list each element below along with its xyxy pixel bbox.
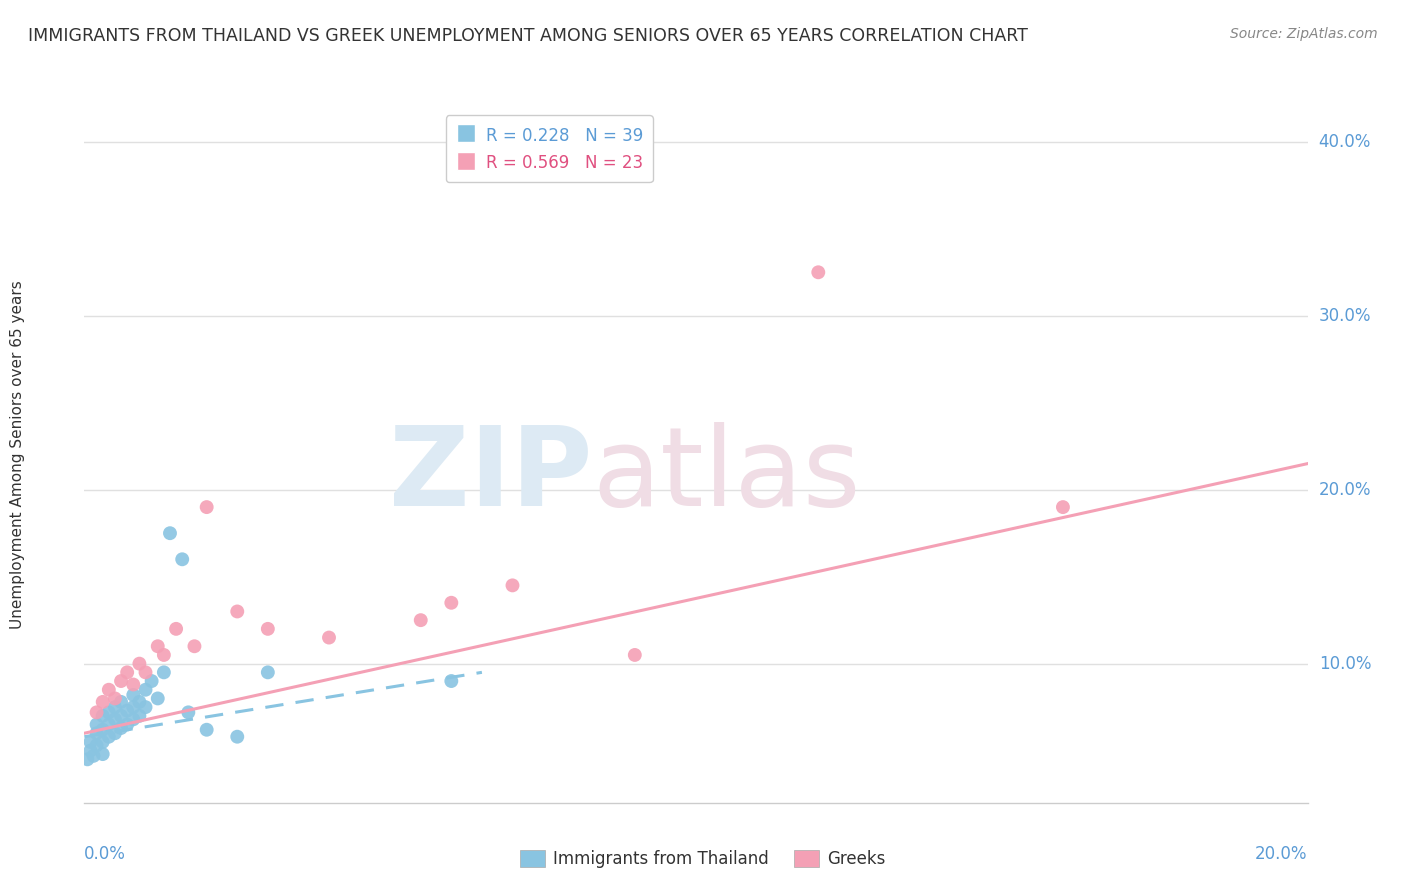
Point: [128, 708, 150, 723]
Point: [122, 712, 145, 726]
Point: [195, 723, 218, 737]
Point: [104, 712, 127, 726]
Point: [122, 688, 145, 702]
Point: [122, 700, 145, 714]
Point: [135, 700, 157, 714]
Point: [110, 721, 132, 735]
Text: 10.0%: 10.0%: [1319, 655, 1371, 673]
Text: IMMIGRANTS FROM THAILAND VS GREEK UNEMPLOYMENT AMONG SENIORS OVER 65 YEARS CORRE: IMMIGRANTS FROM THAILAND VS GREEK UNEMPL…: [28, 27, 1028, 45]
Point: [91, 747, 114, 761]
Point: [86, 706, 108, 720]
Text: 20.0%: 20.0%: [1256, 845, 1308, 863]
Point: [172, 552, 194, 566]
Point: [97, 730, 120, 744]
Point: [183, 639, 205, 653]
Point: [502, 578, 524, 592]
Text: ZIP: ZIP: [388, 422, 592, 529]
Point: [104, 726, 127, 740]
Point: [257, 622, 280, 636]
Point: [226, 605, 249, 619]
Point: [91, 708, 114, 723]
Point: [115, 704, 138, 718]
Point: [91, 695, 114, 709]
Point: [195, 500, 218, 514]
Point: [318, 631, 340, 645]
Point: [146, 691, 169, 706]
Point: [409, 613, 432, 627]
Point: [141, 674, 163, 689]
Point: [440, 674, 463, 689]
Point: [79, 735, 101, 749]
Point: [104, 691, 127, 706]
Point: [135, 665, 157, 680]
Point: [257, 665, 280, 680]
Point: [122, 677, 145, 691]
Point: [97, 706, 120, 720]
Point: [97, 682, 120, 697]
Text: Source: ZipAtlas.com: Source: ZipAtlas.com: [1230, 27, 1378, 41]
Point: [159, 526, 181, 541]
Point: [104, 700, 127, 714]
Point: [76, 752, 98, 766]
Point: [86, 717, 108, 731]
Text: 0.0%: 0.0%: [84, 845, 127, 863]
Point: [128, 657, 150, 671]
Text: 30.0%: 30.0%: [1319, 307, 1371, 325]
Point: [86, 726, 108, 740]
Point: [153, 648, 176, 662]
Point: [91, 723, 114, 737]
Point: [165, 622, 187, 636]
Point: [115, 717, 138, 731]
Point: [86, 739, 108, 753]
Point: [146, 639, 169, 653]
Point: [110, 674, 132, 689]
Point: [1052, 500, 1074, 514]
Point: [115, 665, 138, 680]
Point: [110, 695, 132, 709]
Point: [807, 265, 830, 279]
Point: [440, 596, 463, 610]
Point: [135, 682, 157, 697]
Point: [226, 730, 249, 744]
Text: atlas: atlas: [592, 422, 860, 529]
Point: [153, 665, 176, 680]
Legend: Immigrants from Thailand, Greeks: Immigrants from Thailand, Greeks: [513, 843, 893, 875]
Point: [624, 648, 647, 662]
Text: 40.0%: 40.0%: [1319, 133, 1371, 151]
Point: [177, 706, 200, 720]
Point: [83, 748, 105, 763]
Point: [79, 744, 101, 758]
Point: [97, 717, 120, 731]
Text: 20.0%: 20.0%: [1319, 481, 1371, 499]
Point: [128, 695, 150, 709]
Text: Unemployment Among Seniors over 65 years: Unemployment Among Seniors over 65 years: [10, 281, 24, 629]
Point: [110, 708, 132, 723]
Legend: R = 0.228   N = 39, R = 0.569   N = 23: R = 0.228 N = 39, R = 0.569 N = 23: [446, 115, 652, 182]
Point: [91, 735, 114, 749]
